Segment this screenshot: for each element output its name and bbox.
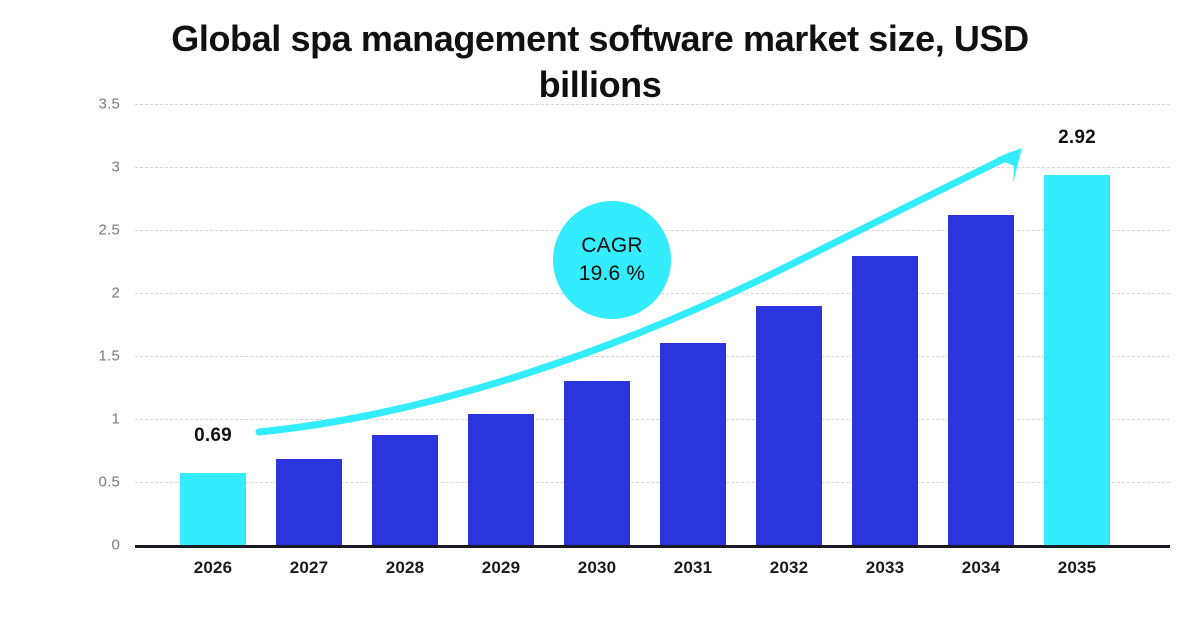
bar-2033[interactable]: [852, 256, 918, 545]
y-tick-label: 1.5: [98, 347, 120, 365]
bar-2032[interactable]: [756, 305, 822, 545]
value-label-2035: 2.92: [1058, 126, 1096, 148]
y-tick-label: 1: [111, 410, 120, 428]
y-tick-label: 2: [111, 284, 120, 302]
bar-2029[interactable]: [468, 413, 534, 545]
bar-2035[interactable]: [1044, 174, 1110, 545]
x-tick-label-2029: 2029: [481, 558, 521, 577]
bar-2031[interactable]: [660, 343, 726, 545]
y-tick-label: 0.5: [98, 473, 120, 491]
bar-2027[interactable]: [276, 459, 342, 545]
x-tick-label-2030: 2030: [577, 558, 617, 577]
gridline: [135, 482, 1170, 483]
gridline: [135, 419, 1170, 420]
chart-title: Global spa management software market si…: [171, 18, 1029, 105]
x-tick-label-2035: 2035: [1057, 558, 1097, 577]
x-axis-line: [135, 545, 1170, 548]
y-tick-label: 3.5: [98, 95, 120, 113]
x-tick-label-2033: 2033: [865, 558, 905, 577]
bar-2028[interactable]: [372, 435, 438, 545]
x-tick-label-2034: 2034: [961, 558, 1001, 577]
y-tick-label: 2.5: [98, 221, 120, 239]
cagr-badge: CAGR 19.6 %: [553, 201, 671, 319]
bar-2026[interactable]: [180, 473, 246, 545]
y-tick-label: 0: [111, 536, 120, 554]
x-tick-label-2026: 2026: [193, 558, 233, 577]
gridline: [135, 356, 1170, 357]
bar-2034[interactable]: [948, 214, 1014, 545]
gridline: [135, 104, 1170, 105]
bar-2030[interactable]: [564, 381, 630, 545]
cagr-value: 19.6 %: [578, 262, 646, 285]
x-tick-label-2032: 2032: [769, 558, 809, 577]
x-tick-label-2031: 2031: [673, 558, 713, 577]
value-label-2026: 0.69: [194, 425, 232, 447]
y-tick-label: 3: [111, 158, 120, 176]
x-tick-label-2027: 2027: [289, 558, 329, 577]
gridline: [135, 167, 1170, 168]
x-tick-label-2028: 2028: [385, 558, 425, 577]
cagr-label: CAGR: [581, 234, 643, 257]
